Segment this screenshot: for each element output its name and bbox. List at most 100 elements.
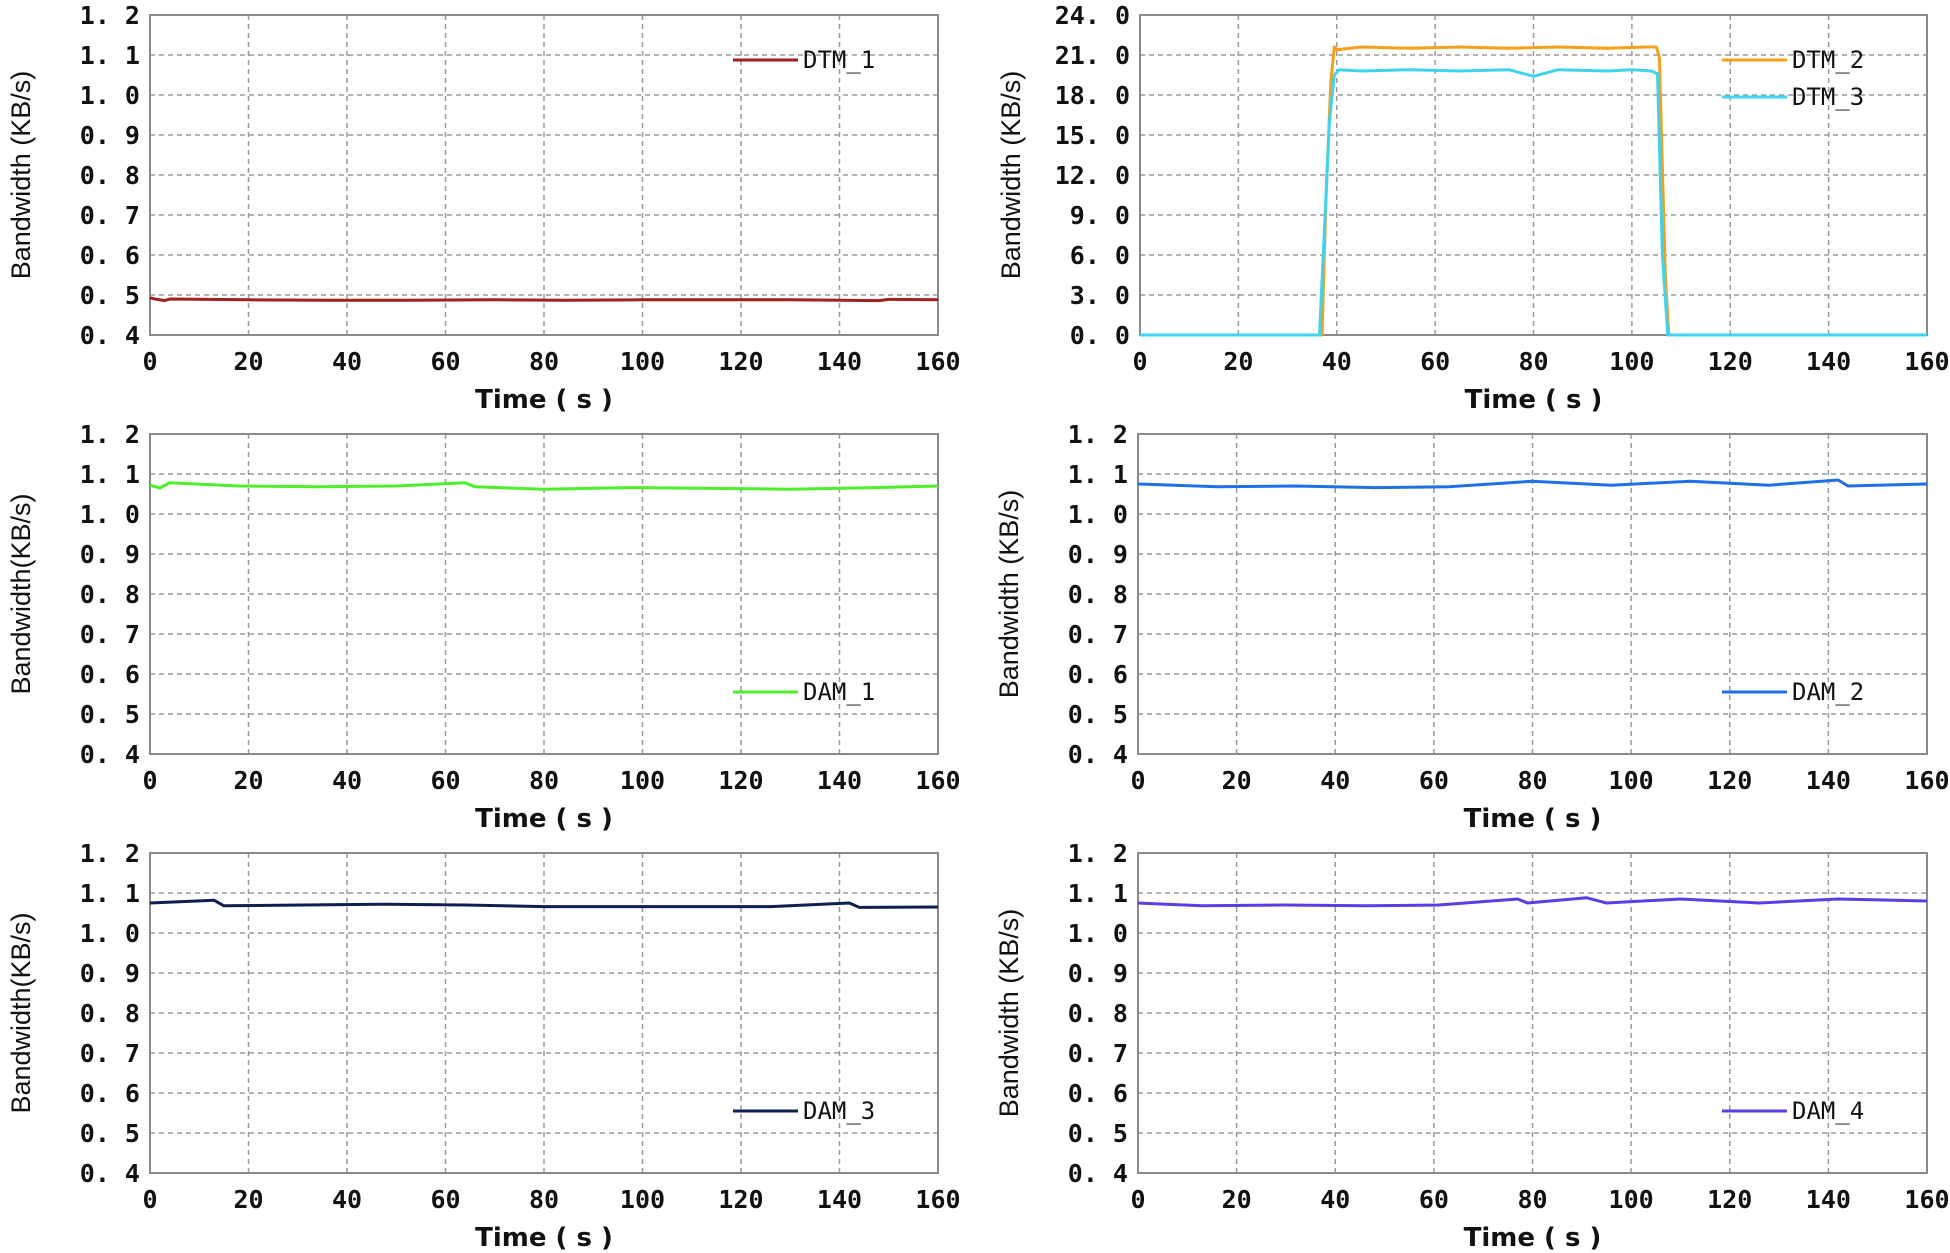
plot-area xyxy=(1140,15,1927,335)
x-tick-label: 160 xyxy=(1904,1185,1949,1214)
x-tick-label: 100 xyxy=(620,1185,665,1214)
y-tick-label: 0. 5 xyxy=(80,700,140,729)
legend-label: DAM_1 xyxy=(803,678,875,706)
x-tick-label: 20 xyxy=(1222,766,1252,795)
y-tick-label: 0. 8 xyxy=(80,161,140,190)
legend-label: DAM_3 xyxy=(803,1097,875,1125)
y-tick-label: 1. 2 xyxy=(80,420,140,449)
x-tick-label: 60 xyxy=(1419,1185,1449,1214)
y-tick-label: 6. 0 xyxy=(1070,241,1130,270)
x-tick-label: 60 xyxy=(430,1185,460,1214)
y-axis-title: Bandwidth (KB/s) xyxy=(994,909,1024,1118)
series-line-dtm-3 xyxy=(1140,68,1927,337)
y-axis-title: Bandwidth (KB/s) xyxy=(994,490,1024,699)
y-axis-title: Bandwidth (KB/s) xyxy=(996,71,1026,280)
x-tick-label: 20 xyxy=(1223,347,1253,376)
y-tick-label: 1. 0 xyxy=(80,500,140,529)
x-tick-label: 40 xyxy=(332,347,362,376)
x-tick-label: 20 xyxy=(1222,1185,1252,1214)
y-tick-label: 0. 5 xyxy=(80,281,140,310)
y-tick-label: 0. 6 xyxy=(1068,1079,1128,1108)
legend-label: DAM_4 xyxy=(1792,1097,1864,1125)
x-tick-label: 0 xyxy=(142,1185,157,1214)
x-tick-label: 60 xyxy=(430,347,460,376)
y-tick-label: 1. 0 xyxy=(1068,500,1128,529)
x-axis-title: Time ( s ) xyxy=(1465,385,1603,415)
y-tick-label: 0. 8 xyxy=(1068,580,1128,609)
x-tick-label: 120 xyxy=(1707,766,1752,795)
y-tick-label: 0. 8 xyxy=(80,580,140,609)
chart-panel-3: 0 20 40 60 80 100 120 140 160 0. 4 0. 5 0. 6 0. 7 0. … xyxy=(6,420,961,834)
series-line-dtm-1 xyxy=(149,296,939,303)
y-tick-label: 0. 7 xyxy=(80,1039,140,1068)
y-tick-label: 0. 9 xyxy=(1068,959,1128,988)
y-tick-label: 1. 2 xyxy=(1068,839,1128,868)
x-tick-label: 140 xyxy=(817,347,862,376)
x-tick-label: 40 xyxy=(332,766,362,795)
legend-label: DAM_2 xyxy=(1792,678,1864,706)
chart-panel-6: 0 20 40 60 80 100 120 140 160 0. 4 0. 5 0. 6 0. 7 0. … xyxy=(994,839,1950,1253)
y-tick-label: 9. 0 xyxy=(1070,201,1130,230)
x-tick-label: 40 xyxy=(1320,1185,1350,1214)
x-tick-label: 140 xyxy=(1806,347,1851,376)
x-tick-label: 160 xyxy=(915,766,960,795)
chart-panel-5: 0 20 40 60 80 100 120 140 160 0. 4 0. 5 0. 6 0. 7 0. … xyxy=(6,839,961,1253)
y-tick-label: 1. 2 xyxy=(80,1,140,30)
y-tick-label: 0. 5 xyxy=(1068,700,1128,729)
y-tick-label: 0. 6 xyxy=(1068,660,1128,689)
y-tick-label: 1. 0 xyxy=(80,919,140,948)
x-tick-label: 0 xyxy=(1130,1185,1145,1214)
x-tick-label: 140 xyxy=(1806,766,1851,795)
x-tick-label: 120 xyxy=(718,347,763,376)
y-tick-label: 0. 6 xyxy=(80,1079,140,1108)
x-tick-label: 80 xyxy=(1518,347,1548,376)
x-tick-label: 140 xyxy=(1806,1185,1851,1214)
x-axis-title: Time ( s ) xyxy=(475,385,613,415)
x-tick-label: 0 xyxy=(142,766,157,795)
legend-label: DTM_3 xyxy=(1792,83,1864,111)
x-tick-label: 20 xyxy=(233,347,263,376)
x-tick-label: 80 xyxy=(529,766,559,795)
y-tick-label: 0. 7 xyxy=(1068,620,1128,649)
y-tick-label: 15. 0 xyxy=(1055,121,1130,150)
y-tick-label: 1. 2 xyxy=(80,839,140,868)
x-tick-label: 80 xyxy=(1517,1185,1547,1214)
y-tick-label: 0. 4 xyxy=(80,740,140,769)
x-tick-label: 80 xyxy=(1517,766,1547,795)
x-tick-label: 20 xyxy=(233,1185,263,1214)
x-tick-label: 100 xyxy=(1609,766,1654,795)
x-tick-label: 40 xyxy=(1320,766,1350,795)
series-line-dam-2 xyxy=(1137,478,1928,490)
x-tick-label: 100 xyxy=(620,766,665,795)
legend-label: DTM_1 xyxy=(803,46,875,74)
y-tick-label: 0. 9 xyxy=(80,959,140,988)
y-tick-label: 1. 1 xyxy=(1068,460,1128,489)
y-tick-label: 0. 9 xyxy=(80,540,140,569)
y-tick-label: 0. 8 xyxy=(80,999,140,1028)
plot-frame xyxy=(1139,14,1928,336)
y-tick-label: 0. 7 xyxy=(80,201,140,230)
plot-frame xyxy=(149,14,939,336)
y-tick-label: 0. 4 xyxy=(80,321,140,350)
x-axis-title: Time ( s ) xyxy=(475,804,613,834)
y-tick-label: 0. 4 xyxy=(1068,740,1128,769)
x-tick-label: 160 xyxy=(915,347,960,376)
chart-panel-1: 0 20 40 60 80 100 120 140 160 0. 4 0. 5 0. 6 0. 7 0. … xyxy=(6,1,961,415)
x-tick-label: 100 xyxy=(1609,1185,1654,1214)
x-tick-label: 100 xyxy=(620,347,665,376)
x-tick-label: 0 xyxy=(1130,766,1145,795)
x-tick-label: 60 xyxy=(1419,766,1449,795)
x-tick-label: 160 xyxy=(1904,347,1949,376)
y-tick-label: 3. 0 xyxy=(1070,281,1130,310)
series-line-dam-3 xyxy=(149,898,939,909)
y-tick-label: 1. 2 xyxy=(1068,420,1128,449)
x-tick-label: 160 xyxy=(1904,766,1949,795)
y-tick-label: 0. 8 xyxy=(1068,999,1128,1028)
x-axis-title: Time ( s ) xyxy=(475,1223,613,1253)
x-axis-title: Time ( s ) xyxy=(1464,1223,1602,1253)
y-tick-label: 1. 1 xyxy=(80,460,140,489)
plot-area xyxy=(150,15,938,335)
x-tick-label: 120 xyxy=(1708,347,1753,376)
x-tick-label: 100 xyxy=(1609,347,1654,376)
